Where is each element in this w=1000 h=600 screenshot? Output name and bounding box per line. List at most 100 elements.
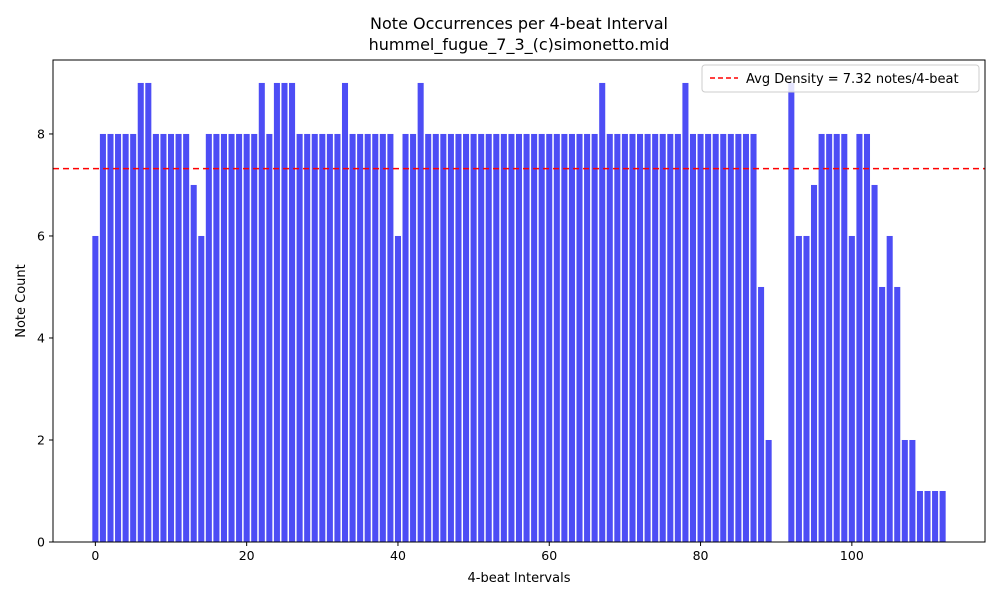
- bar: [463, 133, 470, 542]
- bar: [629, 133, 636, 542]
- bar: [758, 286, 765, 542]
- bar: [372, 133, 379, 542]
- bar: [939, 490, 946, 542]
- bar: [765, 439, 772, 542]
- bar: [175, 133, 182, 542]
- bar: [122, 133, 129, 542]
- bar: [432, 133, 439, 542]
- bar: [538, 133, 545, 542]
- bar: [115, 133, 122, 542]
- bar: [402, 133, 409, 542]
- bar: [568, 133, 575, 542]
- y-tick-label: 2: [37, 432, 45, 447]
- bar: [863, 133, 871, 542]
- bar: [894, 286, 901, 542]
- bar: [99, 133, 106, 542]
- bar: [190, 184, 197, 542]
- bar: [228, 133, 235, 542]
- bar: [818, 133, 825, 542]
- bar: [220, 133, 227, 542]
- x-tick-label: 0: [91, 548, 99, 563]
- y-axis-label: Note Count: [14, 264, 29, 338]
- bar: [387, 133, 394, 542]
- bar: [417, 82, 424, 542]
- chart-title: Note Occurrences per 4-beat Interval: [370, 14, 668, 33]
- bar: [455, 133, 462, 542]
- bar: [644, 133, 651, 542]
- bar: [682, 82, 689, 542]
- bar: [742, 133, 749, 542]
- bar: [667, 133, 674, 542]
- bar: [621, 133, 628, 542]
- bar: [349, 133, 356, 542]
- chart-subtitle: hummel_fugue_7_3_(c)simonetto.mid: [369, 35, 670, 55]
- bar: [727, 133, 734, 542]
- bar: [916, 490, 923, 542]
- bar: [92, 235, 99, 542]
- bar: [848, 235, 855, 542]
- x-tick-label: 60: [541, 548, 557, 563]
- x-tick-label: 80: [693, 548, 709, 563]
- bar: [531, 133, 538, 542]
- bar: [674, 133, 681, 542]
- bar: [319, 133, 326, 542]
- bar: [107, 133, 114, 542]
- bar: [932, 490, 939, 542]
- x-axis-ticks: 0 20 40 60 80 100: [91, 542, 864, 563]
- bar: [440, 133, 447, 542]
- bar: [576, 133, 583, 542]
- bar: [697, 133, 704, 542]
- bar: [334, 133, 341, 542]
- bar: [515, 133, 523, 542]
- bar: [304, 133, 311, 542]
- bar: [281, 82, 288, 542]
- bar: [886, 235, 893, 542]
- bar: [720, 133, 727, 542]
- bar: [909, 439, 916, 542]
- bar: [152, 133, 159, 542]
- bar: [296, 133, 303, 542]
- legend: Avg Density = 7.32 notes/4-beat: [701, 64, 980, 93]
- bar: [470, 133, 477, 542]
- bar: [236, 133, 243, 542]
- bar: [447, 133, 454, 542]
- bar: [553, 133, 560, 542]
- bar: [584, 133, 591, 542]
- legend-label: Avg Density = 7.32 notes/4-beat: [746, 72, 959, 87]
- bar: [198, 235, 205, 542]
- bar: [137, 82, 144, 542]
- bars-group: [92, 82, 946, 542]
- bar: [826, 133, 833, 542]
- bar: [879, 286, 886, 542]
- x-tick-label: 40: [390, 548, 406, 563]
- y-tick-label: 6: [37, 228, 45, 243]
- bar: [508, 133, 515, 542]
- bar: [364, 133, 371, 542]
- bar: [145, 82, 152, 542]
- bar: [652, 133, 659, 542]
- bar: [689, 133, 697, 542]
- legend-box: [701, 64, 980, 93]
- bar: [183, 133, 190, 542]
- y-tick-label: 0: [37, 535, 45, 550]
- bar: [478, 133, 485, 542]
- bar: [160, 133, 167, 542]
- bar: [833, 133, 840, 542]
- bar: [266, 133, 273, 542]
- bar: [546, 133, 553, 542]
- bar: [606, 133, 613, 542]
- bar: [379, 133, 386, 542]
- bar: [258, 82, 265, 542]
- bar: [251, 133, 258, 542]
- bar: [811, 184, 818, 542]
- bar: [788, 82, 795, 542]
- y-tick-label: 8: [37, 126, 45, 141]
- bar: [273, 82, 280, 542]
- bar: [341, 82, 349, 542]
- bar: [410, 133, 417, 542]
- bar: [523, 133, 530, 542]
- bar: [924, 490, 931, 542]
- bar: [243, 133, 250, 542]
